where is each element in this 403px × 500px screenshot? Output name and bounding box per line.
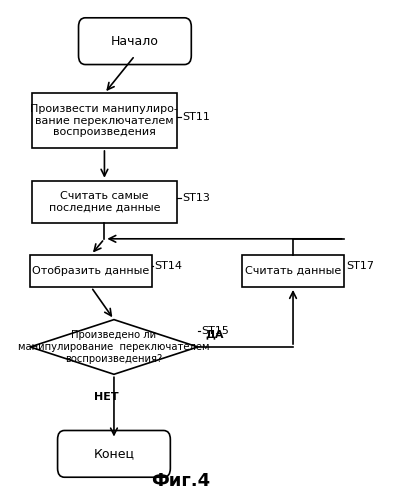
Text: ST14: ST14 xyxy=(155,261,183,271)
Text: Фиг.4: Фиг.4 xyxy=(151,472,210,490)
Bar xyxy=(241,254,345,287)
Text: Произведено ли
манипулирование  переключателем
воспроизведения?: Произведено ли манипулирование переключа… xyxy=(18,330,210,364)
Polygon shape xyxy=(30,320,198,374)
Text: Считать самые
последние данные: Считать самые последние данные xyxy=(49,191,160,212)
Text: Конец: Конец xyxy=(93,448,135,460)
Bar xyxy=(32,180,177,223)
Text: Отобразить данные: Отобразить данные xyxy=(33,266,150,276)
Text: ДА: ДА xyxy=(206,330,224,340)
Text: ST17: ST17 xyxy=(346,261,374,271)
FancyBboxPatch shape xyxy=(79,18,191,64)
Text: ST15: ST15 xyxy=(202,326,229,336)
Text: Начало: Начало xyxy=(111,34,159,48)
Text: Произвести манипулиро-
вание переключателем
воспроизведения: Произвести манипулиро- вание переключате… xyxy=(31,104,179,138)
Bar xyxy=(30,254,152,287)
FancyBboxPatch shape xyxy=(58,430,170,477)
Text: ST13: ST13 xyxy=(183,193,210,203)
Bar xyxy=(32,94,177,148)
Text: Считать данные: Считать данные xyxy=(245,266,341,276)
Text: ST11: ST11 xyxy=(183,112,210,122)
Text: НЕТ: НЕТ xyxy=(94,392,118,402)
